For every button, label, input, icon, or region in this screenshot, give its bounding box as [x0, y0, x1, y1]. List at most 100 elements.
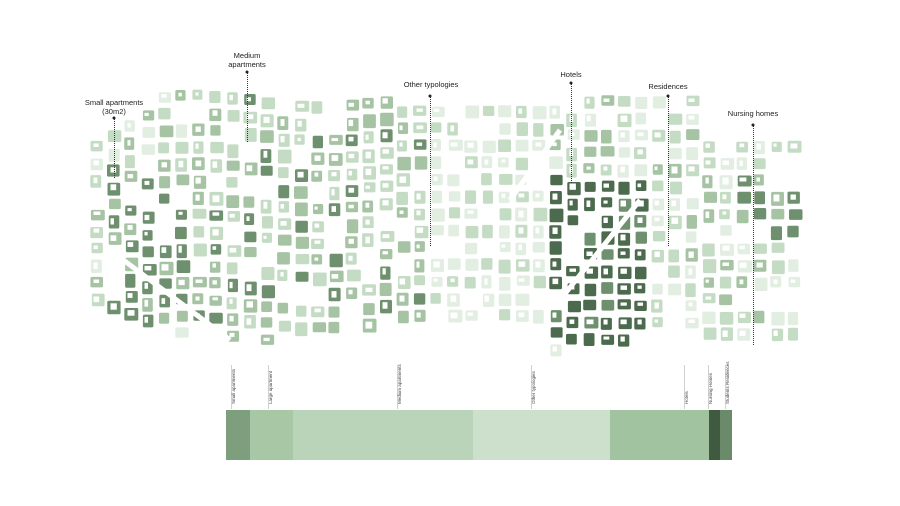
- city-block: [430, 293, 441, 304]
- city-block: [243, 196, 255, 208]
- city-block: [668, 265, 680, 278]
- city-block: [567, 215, 579, 226]
- block-courtyard: [450, 312, 458, 319]
- block-courtyard: [552, 312, 557, 318]
- city-block: [566, 333, 577, 345]
- block-courtyard: [637, 183, 642, 188]
- city-block: [431, 208, 445, 222]
- city-block: [499, 123, 511, 135]
- block-courtyard: [144, 214, 150, 221]
- city-block: [515, 139, 529, 152]
- block-courtyard: [722, 245, 730, 251]
- city-block: [600, 146, 615, 157]
- block-courtyard: [586, 200, 591, 207]
- block-courtyard: [348, 187, 355, 193]
- block-courtyard: [246, 97, 251, 102]
- city-block: [533, 275, 546, 289]
- callout-other-typologies-dot: [428, 94, 432, 98]
- block-courtyard: [161, 162, 167, 168]
- city-block: [158, 107, 171, 120]
- block-courtyard: [382, 132, 388, 139]
- block-courtyard: [620, 132, 625, 138]
- block-courtyard: [127, 174, 134, 179]
- city-block: [261, 97, 276, 110]
- callout-nursing-homes: Nursing homes: [727, 109, 779, 118]
- tick-small-apartments: [231, 365, 232, 409]
- city-block: [414, 156, 428, 170]
- block-courtyard: [365, 287, 373, 292]
- city-block: [668, 147, 682, 160]
- city-block: [448, 224, 459, 237]
- city-block: [295, 322, 308, 337]
- block-courtyard: [552, 278, 559, 285]
- block-courtyard: [586, 98, 590, 104]
- block-courtyard: [637, 302, 643, 306]
- block-courtyard: [314, 257, 319, 261]
- label-large-apartment: Large apartment: [268, 370, 273, 404]
- block-courtyard: [144, 265, 152, 271]
- block-courtyard: [739, 177, 747, 182]
- city-block: [227, 110, 240, 122]
- block-courtyard: [518, 312, 525, 318]
- city-block: [498, 293, 512, 307]
- block-courtyard: [739, 313, 746, 318]
- city-block: [686, 129, 700, 140]
- block-courtyard: [365, 219, 370, 225]
- city-block: [482, 190, 493, 204]
- city-block: [498, 105, 512, 118]
- block-courtyard: [705, 160, 711, 165]
- block-courtyard: [501, 193, 506, 198]
- block-courtyard: [603, 166, 608, 171]
- city-block: [515, 293, 530, 306]
- block-courtyard: [365, 100, 370, 105]
- city-block: [550, 174, 563, 186]
- city-block: [584, 130, 598, 142]
- block-courtyard: [637, 149, 643, 155]
- typology-proportion-bar: [226, 410, 732, 460]
- tick-students-residences: [725, 365, 726, 409]
- block-courtyard: [263, 150, 268, 158]
- city-block: [499, 277, 511, 291]
- block-courtyard: [178, 211, 183, 215]
- block-courtyard: [586, 115, 591, 122]
- block-courtyard: [246, 165, 253, 172]
- block-courtyard: [637, 200, 644, 207]
- block-courtyard: [722, 211, 727, 215]
- label-medium-apartments: Medium apartments: [397, 364, 402, 404]
- city-block: [159, 278, 172, 289]
- city-block: [550, 327, 563, 338]
- block-courtyard: [722, 160, 729, 166]
- block-courtyard: [127, 123, 131, 128]
- city-block: [482, 105, 495, 116]
- city-block: [771, 141, 782, 152]
- city-block: [294, 186, 308, 199]
- city-block: [652, 164, 663, 175]
- city-block: [192, 208, 207, 219]
- city-block: [262, 216, 273, 229]
- block-courtyard: [297, 120, 302, 127]
- block-courtyard: [161, 264, 169, 271]
- city-block: [431, 276, 443, 287]
- block-courtyard: [790, 143, 798, 149]
- city-block: [685, 317, 699, 329]
- city-block: [635, 112, 646, 125]
- block-courtyard: [348, 289, 353, 295]
- block-courtyard: [314, 206, 318, 210]
- city-block: [771, 311, 785, 326]
- block-courtyard: [178, 279, 185, 286]
- city-block: [396, 191, 408, 205]
- city-block: [787, 225, 799, 238]
- block-courtyard: [603, 183, 609, 188]
- city-block: [261, 285, 275, 299]
- block-courtyard: [569, 319, 575, 324]
- city-block: [601, 249, 614, 260]
- label-hotels: Hotels: [684, 391, 689, 404]
- block-courtyard: [467, 159, 474, 165]
- block-courtyard: [552, 108, 557, 115]
- block-courtyard: [93, 279, 100, 283]
- city-block: [464, 208, 478, 219]
- block-courtyard: [484, 159, 489, 165]
- city-block: [787, 312, 799, 326]
- block-courtyard: [416, 125, 424, 130]
- block-courtyard: [195, 279, 203, 283]
